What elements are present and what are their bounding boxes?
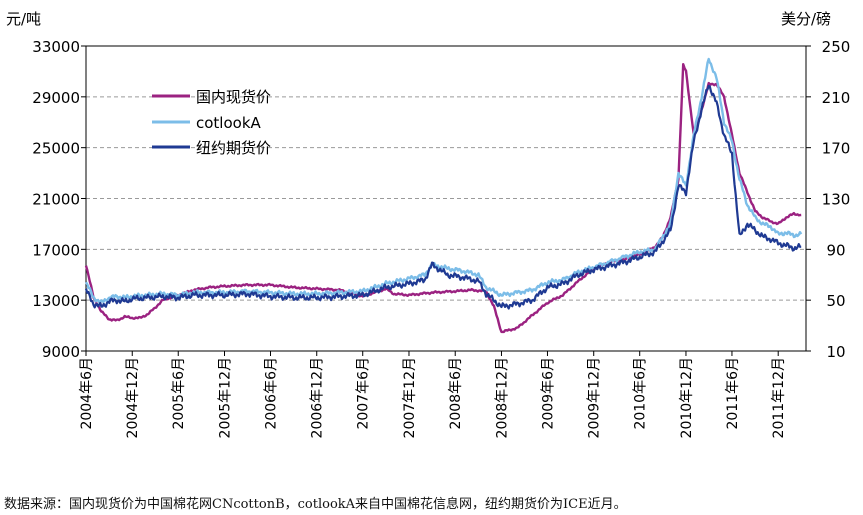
y-axis-right-label: 美分/磅 (781, 10, 831, 28)
x-tick-label: 2011年12月 (771, 357, 787, 438)
y-left-tick-label: 29000 (32, 89, 80, 107)
x-tick-label: 2006年6月 (263, 357, 279, 430)
y-left-tick-label: 13000 (32, 292, 80, 310)
legend-label: cotlookA (196, 114, 262, 132)
y-right-tick-label: 250 (822, 38, 851, 56)
y-left-tick-label: 9000 (42, 343, 80, 361)
legend-label: 纽约期货价 (196, 139, 271, 157)
x-tick-label: 2007年6月 (356, 357, 372, 430)
y-left-tick-label: 21000 (32, 191, 80, 209)
x-tick-label: 2005年12月 (217, 357, 233, 438)
x-tick-label: 2009年12月 (587, 357, 603, 438)
y-right-tick-label: 210 (822, 89, 851, 107)
x-tick-label: 2004年6月 (79, 357, 95, 430)
y-left-tick-label: 17000 (32, 241, 80, 259)
legend: 国内现货价 cotlookA 纽约期货价 (152, 88, 271, 157)
y-axis-left-label: 元/吨 (6, 10, 41, 28)
x-tick-label: 2010年6月 (633, 357, 649, 430)
series-line-1 (84, 62, 802, 334)
y-right-tick-label: 170 (822, 140, 851, 158)
series-layer (84, 57, 803, 334)
y-left-tick-label: 25000 (32, 140, 80, 158)
x-tick-label: 2009年6月 (540, 357, 556, 430)
left-axis: 9000 13000 17000 21000 25000 29000 33000 (32, 38, 86, 361)
x-tick-label: 2006年12月 (310, 357, 326, 438)
right-axis: 10 50 90 130 170 210 250 (806, 38, 850, 361)
legend-label: 国内现货价 (196, 88, 271, 106)
y-left-tick-label: 33000 (32, 38, 80, 56)
x-tick-label: 2004年12月 (125, 357, 141, 438)
series-line-3 (84, 84, 802, 310)
x-tick-label: 2010年12月 (679, 357, 695, 438)
x-tick-label: 2008年12月 (494, 357, 510, 438)
x-tick-label: 2011年6月 (725, 357, 741, 430)
grid-lines (86, 96, 806, 301)
source-note: 数据来源：国内现货价为中国棉花网CNcottonB，cotlookA来自中国棉花… (4, 497, 627, 512)
x-tick-label: 2007年12月 (402, 357, 418, 438)
y-right-tick-label: 90 (826, 241, 845, 259)
series-line-2 (84, 57, 803, 304)
y-right-tick-label: 50 (826, 292, 845, 310)
y-right-tick-label: 10 (826, 343, 845, 361)
x-tick-label: 2005年6月 (171, 357, 187, 430)
y-right-tick-label: 130 (822, 191, 851, 209)
x-tick-label: 2008年6月 (448, 357, 464, 430)
x-axis: 2004年6月 2004年12月 2005年6月 2005年12月 2006年6月 200… (79, 351, 787, 438)
